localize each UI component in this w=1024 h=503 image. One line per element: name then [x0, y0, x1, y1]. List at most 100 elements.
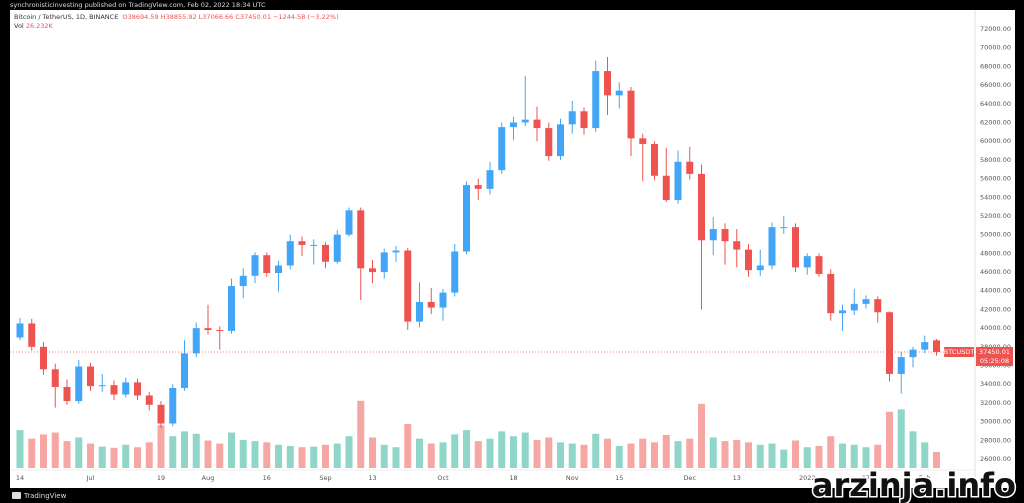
candle-body [839, 310, 846, 314]
x-tick-label: Aug [202, 474, 215, 482]
volume-bar [498, 431, 506, 468]
volume-name: Vol [14, 22, 24, 30]
volume-bar [557, 442, 564, 468]
x-tick-label: Oct [437, 474, 449, 482]
volume-bar [815, 446, 823, 468]
candle-body [369, 268, 376, 273]
volume-bar [169, 436, 177, 468]
candle-body [427, 301, 435, 308]
candle-body [474, 185, 482, 189]
x-tick-label: Sep [319, 474, 331, 482]
candle-body [357, 210, 365, 269]
y-tick-label: 72000.00 [980, 25, 1011, 33]
volume-bar [87, 443, 94, 468]
volume-bar [510, 436, 517, 468]
y-tick-label: 30000.00 [980, 418, 1011, 426]
x-tick-label: 15 [615, 474, 623, 482]
volume-bar [698, 403, 705, 468]
legend-symbol-row: Bitcoin / TetherUS, 1D, BINANCE O38694.5… [14, 13, 339, 21]
volume-bar [839, 443, 846, 468]
volume-bar [145, 442, 153, 468]
candle-body [850, 303, 858, 311]
volume-bar [733, 439, 741, 468]
candle-body [298, 241, 306, 245]
candle-body [662, 175, 670, 201]
volume-bar [75, 437, 83, 468]
volume-bar [28, 438, 36, 468]
volume-bar [568, 443, 576, 468]
l-value: 37066.66 [202, 13, 234, 21]
volume-bar [709, 437, 717, 468]
watermark: arzinja.info [812, 466, 1016, 503]
y-tick-label: 60000.00 [980, 137, 1011, 145]
candle-body [463, 185, 470, 252]
volume-bar [451, 434, 459, 468]
candle-body [122, 382, 130, 395]
l-prefix: L [198, 13, 203, 21]
volume-bar [216, 443, 224, 468]
y-tick-label: 58000.00 [980, 156, 1011, 164]
volume-bar [51, 432, 59, 468]
ohlc: O38694.59 H38855.92 L37066.66 C37450.01 … [120, 13, 338, 21]
volume-bar [897, 409, 905, 468]
candle-body [674, 161, 682, 201]
candle-body [933, 340, 940, 352]
candle-body [134, 382, 141, 396]
y-tick-label: 52000.00 [980, 212, 1011, 220]
volume-bar [134, 447, 141, 468]
candle-body [897, 357, 905, 374]
volume-bar [862, 447, 870, 468]
y-tick-label: 26000.00 [980, 455, 1011, 463]
candle-body [592, 71, 600, 129]
candle-body [40, 346, 47, 370]
x-tick-label: Dec [683, 474, 696, 482]
volume-bar [674, 441, 682, 468]
volume-bar [322, 444, 329, 468]
volume-bar [251, 441, 259, 468]
y-tick-label: 46000.00 [980, 268, 1011, 276]
candle-body [110, 385, 118, 395]
candle-body [921, 342, 929, 350]
o-value: 38694.59 [127, 13, 159, 21]
candle-body [815, 256, 823, 274]
volume-bar [333, 443, 341, 468]
candle-body [498, 127, 506, 171]
logo: TradingView [23, 492, 67, 500]
candle-body [780, 227, 788, 229]
ticker-label: BTCUSDT [944, 348, 974, 356]
candle-body [733, 241, 741, 250]
candle-body [322, 244, 329, 262]
y-tick-label: 64000.00 [980, 100, 1011, 108]
volume-bar [380, 444, 388, 468]
price-tag-label: 37450.01 [979, 348, 1010, 356]
y-tick-label: 54000.00 [980, 193, 1011, 201]
candle-body [745, 249, 752, 271]
symbol: Bitcoin / TetherUS, 1D, BINANCE [14, 13, 119, 21]
candle-body [404, 250, 412, 322]
candle-body [627, 90, 635, 139]
candle-body [451, 251, 459, 293]
candle-body [181, 353, 188, 388]
candle-body [698, 173, 705, 241]
volume-bar [639, 438, 647, 468]
volume-bar [756, 444, 764, 468]
volume-bar [592, 433, 600, 468]
volume-bar [404, 424, 412, 468]
volume-bar [239, 439, 247, 468]
volume-bar [486, 438, 494, 468]
candle-body [545, 128, 553, 157]
volume-bar [16, 430, 24, 468]
candle-body [486, 170, 494, 189]
candle-body [510, 122, 517, 128]
volume-bar [721, 441, 729, 468]
volume-bar [463, 430, 470, 468]
candle-body [533, 119, 541, 129]
y-tick-label: 66000.00 [980, 81, 1011, 89]
candle-body [416, 301, 423, 322]
candle-body [263, 255, 271, 273]
volume-bar [110, 447, 118, 468]
volume-bar [474, 441, 482, 468]
volume-bar [604, 438, 611, 468]
candle-body [909, 349, 917, 358]
candle-body [874, 299, 882, 313]
